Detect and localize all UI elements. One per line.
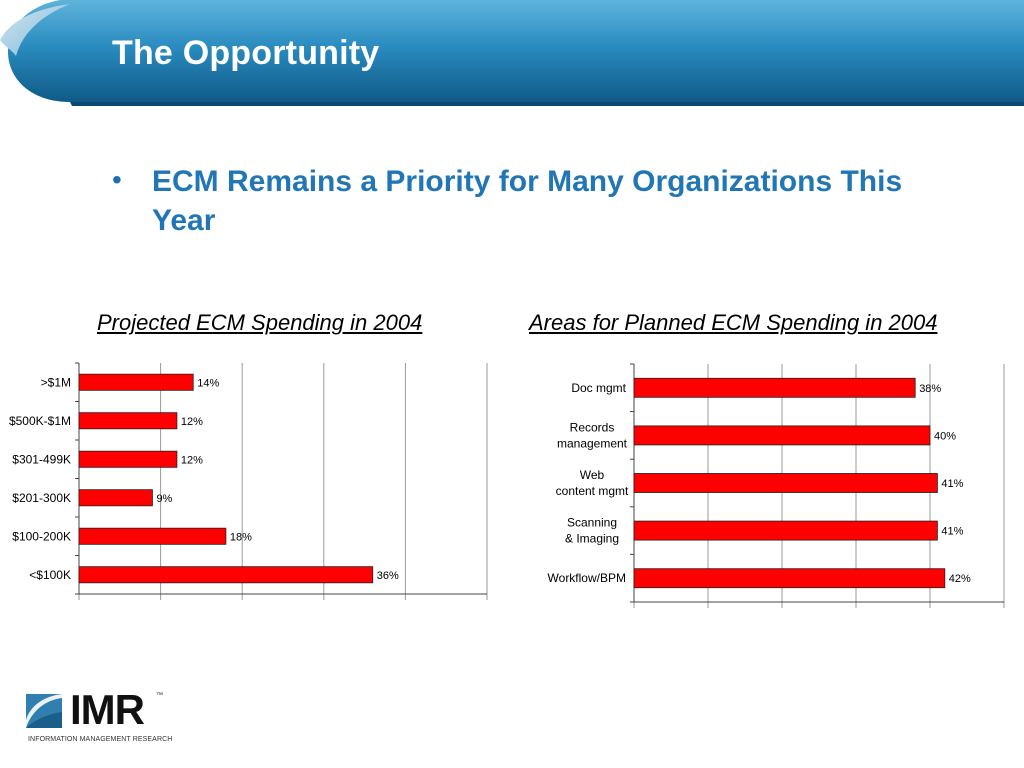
value-label: 18% [230, 531, 252, 543]
category-label: $100-200K [12, 529, 71, 543]
value-label: 36% [377, 570, 399, 582]
value-label: 12% [181, 416, 203, 428]
logo-trademark: ™ [156, 692, 163, 699]
bar [633, 377, 916, 398]
imr-logo: IMR ™ INFORMATION MANAGEMENT RESEARCH [26, 686, 196, 750]
header-swoosh-graphic [0, 0, 1024, 106]
category-label: Records management [557, 420, 628, 450]
bar-chart-projected-spending: >$1M 14% $500K-$1M 12% $301-499K 12% $201-300K… [9, 362, 488, 600]
bar [78, 412, 178, 430]
category-label: >$1M [41, 375, 71, 389]
bar-chart-planned-areas: Doc mgmt 38% Records management 40% Web conten… [548, 363, 1005, 608]
bar [78, 373, 194, 391]
category-label: Web content mgmt [556, 468, 629, 498]
bar [78, 450, 178, 468]
logo-wordmark: IMR [70, 686, 145, 733]
bar [633, 520, 938, 541]
value-label: 41% [941, 478, 963, 490]
bar [78, 566, 374, 584]
category-label: Workflow/BPM [548, 571, 626, 585]
category-label: <$100K [29, 568, 71, 582]
bar [78, 527, 227, 545]
chart-title-planned-areas: Areas for Planned ECM Spending in 2004 [529, 310, 938, 335]
value-label: 12% [181, 454, 203, 466]
value-label: 9% [156, 493, 172, 505]
category-label: $201-300K [12, 491, 71, 505]
header-banner: The Opportunity [0, 0, 1024, 106]
bullet-text: ECM Remains a Priority for Many Organiza… [152, 165, 903, 237]
value-label: 41% [941, 526, 963, 538]
value-label: 40% [934, 430, 956, 442]
slide-title: The Opportunity [112, 34, 380, 72]
category-label: $500K-$1M [9, 414, 71, 428]
logo-tagline: INFORMATION MANAGEMENT RESEARCH [28, 736, 173, 743]
category-label: Doc mgmt [571, 381, 626, 395]
bar [633, 425, 931, 446]
imr-logo-mark-icon [26, 694, 62, 728]
bullet-dot-icon: • [112, 164, 122, 195]
value-label: 42% [949, 573, 971, 585]
bar [633, 473, 938, 493]
category-label: Scanning & Imaging [565, 516, 619, 546]
chart-title-projected-spending: Projected ECM Spending in 2004 [97, 310, 423, 335]
value-label: 14% [197, 377, 219, 389]
category-label: $301-499K [12, 452, 71, 466]
bar [78, 489, 153, 507]
bar [633, 568, 946, 589]
value-label: 38% [919, 383, 941, 395]
